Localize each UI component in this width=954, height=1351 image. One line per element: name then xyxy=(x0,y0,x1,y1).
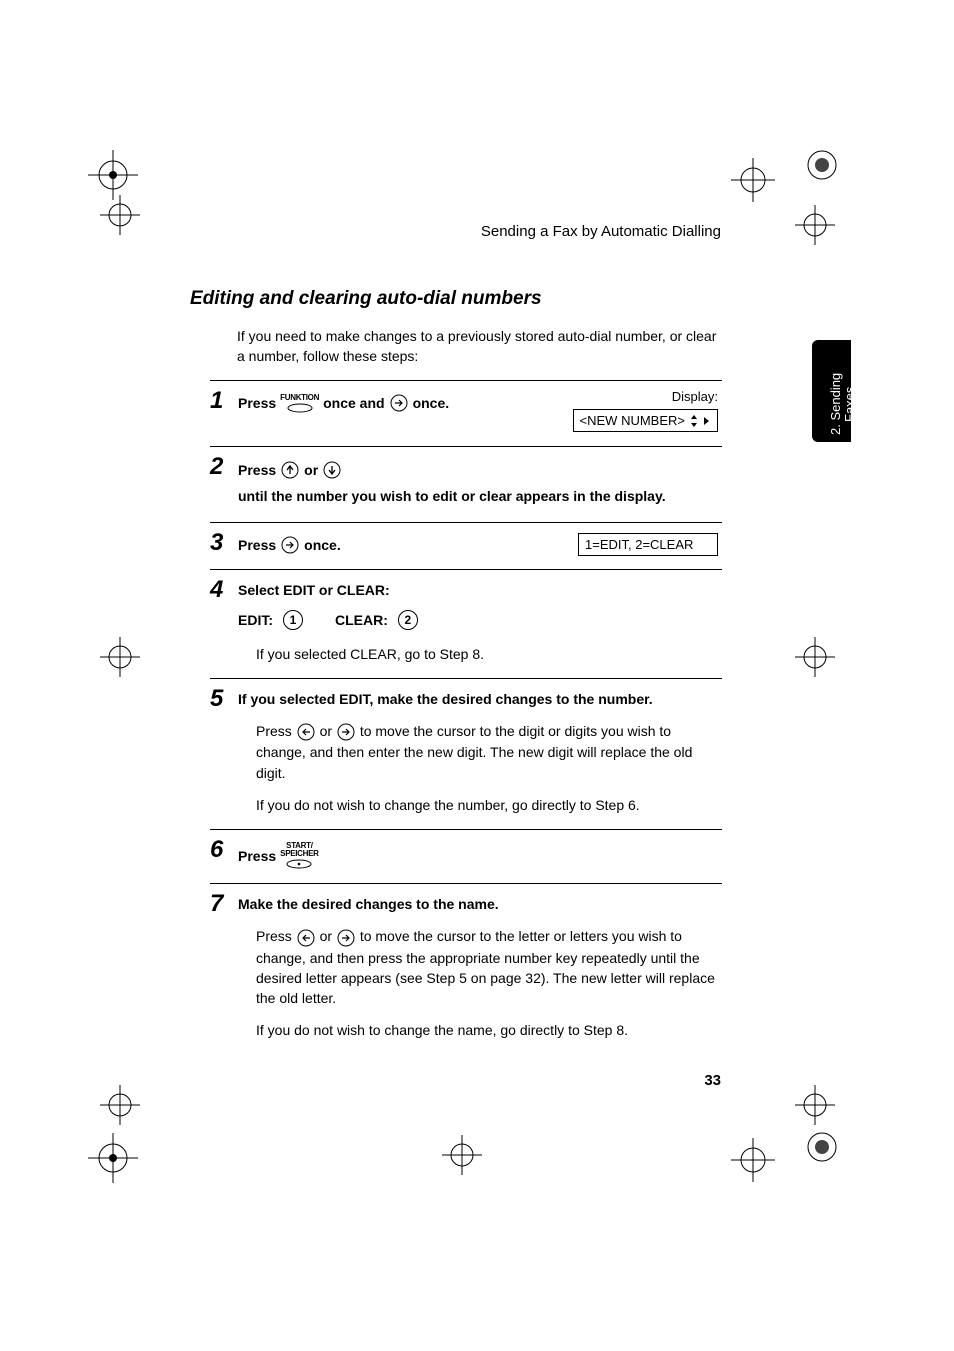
text: once. xyxy=(304,537,341,553)
crop-mark-icon xyxy=(723,150,783,210)
steps-list: 1 Press FUNKTION once and once. Display:… xyxy=(210,380,722,1055)
chapter-tab: 2. Sending Faxes xyxy=(812,340,851,442)
text: or xyxy=(320,723,332,739)
crop-mark-icon xyxy=(78,1123,148,1193)
left-arrow-button-icon xyxy=(296,722,316,742)
display-value: <NEW NUMBER> xyxy=(580,413,685,428)
text: EDIT: xyxy=(238,612,273,628)
text: Press xyxy=(238,537,276,553)
keycap-1: 1 xyxy=(283,610,303,630)
crop-mark-icon xyxy=(790,1080,840,1130)
text: or xyxy=(304,459,318,481)
crop-mark-icon xyxy=(437,1130,487,1180)
left-arrow-button-icon xyxy=(296,928,316,948)
display-label: Display: xyxy=(672,389,718,404)
page-number: 33 xyxy=(704,1072,721,1089)
step-note: If you do not wish to change the name, g… xyxy=(256,1020,722,1040)
chapter-tab-line2: Faxes xyxy=(842,387,857,422)
lcd-display: 1=EDIT, 2=CLEAR xyxy=(578,533,718,556)
right-arrow-button-icon xyxy=(336,928,356,948)
crop-mark-icon xyxy=(95,632,145,682)
lcd-display: <NEW NUMBER> xyxy=(573,409,718,432)
up-arrow-button-icon xyxy=(280,460,300,480)
crop-mark-icon xyxy=(95,190,145,240)
step-instruction: Press START/ SPEICHER xyxy=(238,842,722,869)
crop-mark-icon xyxy=(805,1130,839,1164)
text: Press xyxy=(256,928,292,944)
funktion-button-icon: FUNKTION xyxy=(280,394,319,413)
step-5: 5 If you selected EDIT, make the desired… xyxy=(210,678,722,829)
crop-mark-icon xyxy=(723,1130,783,1190)
start-speicher-button-icon: START/ SPEICHER xyxy=(280,842,319,869)
step-number: 4 xyxy=(210,576,223,604)
text: once and xyxy=(323,395,384,411)
step-note: If you selected CLEAR, go to Step 8. xyxy=(256,644,722,664)
step-instruction: Make the desired changes to the name. xyxy=(238,896,722,912)
step-note: If you do not wish to change the number,… xyxy=(256,795,722,815)
step-number: 3 xyxy=(210,529,223,557)
crop-mark-icon xyxy=(95,1080,145,1130)
text: once. xyxy=(413,395,450,411)
step-1: 1 Press FUNKTION once and once. Display:… xyxy=(210,380,722,446)
running-header: Sending a Fax by Automatic Dialling xyxy=(481,223,721,240)
step-number: 7 xyxy=(210,890,223,918)
text: until the number you wish to edit or cle… xyxy=(238,485,666,507)
step-7: 7 Make the desired changes to the name. … xyxy=(210,883,722,1054)
right-arrow-button-icon xyxy=(336,722,356,742)
section-title: Editing and clearing auto-dial numbers xyxy=(190,288,542,310)
down-arrow-button-icon xyxy=(322,460,342,480)
step-instruction: Press or until the number you wish to ed… xyxy=(238,459,722,508)
step-instruction: Select EDIT or CLEAR: xyxy=(238,582,722,598)
step-keys: EDIT: 1 CLEAR: 2 xyxy=(238,610,722,630)
step-note: Press or to move the cursor to the digit… xyxy=(256,721,722,783)
text: Press xyxy=(238,395,276,411)
chapter-tab-line1: 2. Sending xyxy=(828,373,843,435)
step-4: 4 Select EDIT or CLEAR: EDIT: 1 CLEAR: 2… xyxy=(210,569,722,678)
step-number: 1 xyxy=(210,387,223,415)
text: Press xyxy=(238,459,276,481)
right-arrow-button-icon xyxy=(280,535,300,555)
intro-paragraph: If you need to make changes to a previou… xyxy=(237,327,717,366)
text: Press xyxy=(256,723,292,739)
step-number: 5 xyxy=(210,685,223,713)
updown-arrow-icon xyxy=(689,414,699,428)
keycap-2: 2 xyxy=(398,610,418,630)
step-number: 2 xyxy=(210,453,223,481)
text: or xyxy=(320,928,332,944)
step-2: 2 Press or until the number you wish to … xyxy=(210,446,722,522)
step-6: 6 Press START/ SPEICHER xyxy=(210,829,722,883)
step-instruction: If you selected EDIT, make the desired c… xyxy=(238,691,722,707)
step-note: Press or to move the cursor to the lette… xyxy=(256,926,722,1008)
page: Sending a Fax by Automatic Dialling Edit… xyxy=(0,0,954,1351)
crop-mark-icon xyxy=(805,148,839,182)
text: Press xyxy=(238,848,276,864)
right-arrow-icon xyxy=(703,415,711,427)
crop-mark-icon xyxy=(790,632,840,682)
display-value: 1=EDIT, 2=CLEAR xyxy=(585,537,693,552)
button-label-l2: SPEICHER xyxy=(280,850,319,858)
step-3: 3 Press once. 1=EDIT, 2=CLEAR xyxy=(210,522,722,569)
step-number: 6 xyxy=(210,836,223,864)
right-arrow-button-icon xyxy=(389,393,409,413)
button-label: FUNKTION xyxy=(280,394,319,402)
crop-mark-icon xyxy=(790,200,840,250)
text: CLEAR: xyxy=(335,612,388,628)
